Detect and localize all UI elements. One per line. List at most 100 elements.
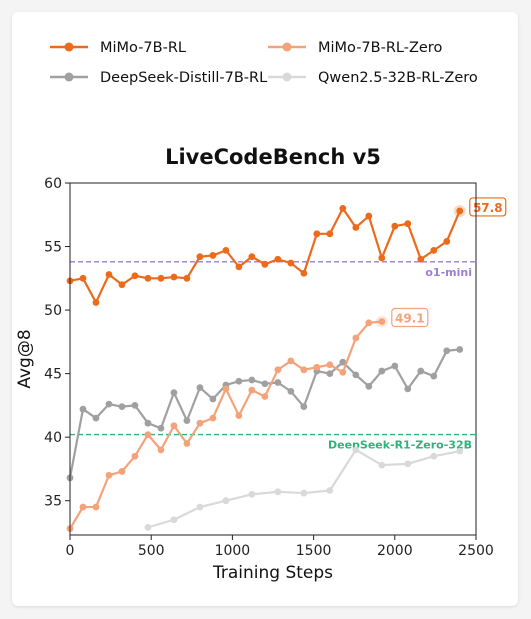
data-point	[222, 385, 230, 393]
end-point-halo	[375, 315, 388, 328]
x-axis-label: Training Steps	[212, 563, 333, 583]
chart-title: LiveCodeBench v5	[165, 145, 381, 169]
data-point	[235, 377, 243, 385]
data-point	[378, 367, 386, 375]
end-value-label: 57.8	[473, 201, 503, 215]
data-point	[365, 319, 373, 327]
data-point	[378, 461, 386, 469]
data-point	[391, 362, 399, 370]
data-point	[365, 382, 373, 390]
y-tick-label: 40	[44, 430, 62, 446]
legend: MiMo-7B-RL MiMo-7B-RL-Zero DeepSeek-Distil…	[50, 40, 478, 86]
reference-line-label: o1-mini	[425, 266, 472, 279]
x-tick-label: 1000	[215, 543, 251, 559]
data-point	[261, 393, 269, 400]
end-value-label: 49.1	[395, 312, 425, 326]
data-point	[456, 207, 464, 215]
y-tick-label: 55	[44, 240, 62, 256]
x-tick-label: 0	[66, 543, 75, 559]
data-point	[430, 372, 438, 380]
data-point	[404, 220, 412, 228]
data-point	[287, 357, 295, 365]
data-point	[352, 446, 360, 454]
end-point-halo	[453, 204, 466, 217]
data-point	[170, 516, 178, 524]
data-point	[105, 271, 113, 278]
data-point	[196, 253, 204, 261]
data-point	[274, 379, 282, 386]
data-point	[144, 431, 152, 439]
data-point	[79, 405, 87, 413]
data-point	[287, 388, 295, 395]
data-point	[157, 424, 165, 432]
legend-item-label: MiMo-7B-RL	[100, 40, 186, 56]
data-point	[79, 274, 87, 282]
data-point	[456, 346, 464, 353]
data-point	[157, 446, 165, 454]
data-point	[443, 238, 451, 245]
data-point	[248, 386, 256, 394]
data-point	[196, 503, 204, 511]
legend-item-label: Qwen2.5-32B-RL-Zero	[318, 70, 478, 86]
y-tick-label: 35	[44, 494, 62, 510]
data-point	[274, 255, 282, 263]
data-point	[131, 401, 139, 409]
data-point	[105, 471, 113, 479]
x-tick-label: 2000	[377, 543, 413, 559]
plot-frame	[69, 182, 477, 536]
series-line	[69, 207, 461, 304]
legend-item-label: DeepSeek-Distill-7B-RL	[100, 70, 267, 86]
data-point	[378, 318, 386, 325]
data-point	[274, 366, 282, 374]
data-point	[183, 274, 191, 282]
data-point	[248, 490, 256, 498]
y-tick-label: 45	[44, 367, 62, 383]
data-point	[183, 440, 191, 447]
data-point	[326, 361, 334, 369]
data-point	[118, 403, 126, 411]
data-point	[222, 246, 230, 254]
data-point	[209, 414, 217, 422]
data-point	[339, 368, 347, 376]
data-point	[430, 246, 438, 254]
data-point	[404, 385, 412, 393]
x-tick-label: 2500	[458, 543, 494, 559]
y-tick-label: 60	[44, 176, 62, 192]
data-point	[430, 452, 438, 460]
data-point	[235, 412, 243, 419]
data-point	[300, 403, 308, 411]
data-point	[92, 414, 100, 422]
data-point	[417, 255, 425, 263]
data-point	[300, 489, 308, 497]
data-point	[365, 212, 373, 220]
data-point	[144, 523, 152, 531]
legend-item-label: MiMo-7B-RL-Zero	[318, 40, 442, 56]
data-point	[196, 384, 204, 391]
plot-area: o1-mini DeepSeek-R1-Zero-32B 49.1 57.8 0 500 1…	[44, 176, 507, 559]
data-point	[339, 358, 347, 366]
y-tick-label: 50	[44, 303, 62, 319]
data-point	[131, 452, 139, 460]
x-tick-label: 1500	[296, 543, 332, 559]
y-axis-label: Avg@8	[15, 329, 35, 388]
data-point	[300, 269, 308, 277]
data-point	[443, 347, 451, 355]
series-line	[68, 348, 460, 479]
data-point	[404, 460, 412, 468]
data-point	[170, 273, 178, 281]
data-point	[92, 503, 100, 511]
data-point	[248, 253, 256, 261]
data-point	[196, 419, 204, 427]
data-point	[300, 366, 308, 374]
data-point	[131, 272, 139, 280]
end-label-box	[391, 307, 429, 328]
data-point	[352, 371, 360, 379]
data-point	[183, 417, 191, 425]
data-point	[391, 222, 399, 230]
legend-swatch-marker	[64, 72, 74, 82]
data-point	[118, 281, 126, 289]
data-point	[92, 299, 100, 306]
data-point	[352, 334, 360, 342]
data-point	[209, 252, 217, 259]
